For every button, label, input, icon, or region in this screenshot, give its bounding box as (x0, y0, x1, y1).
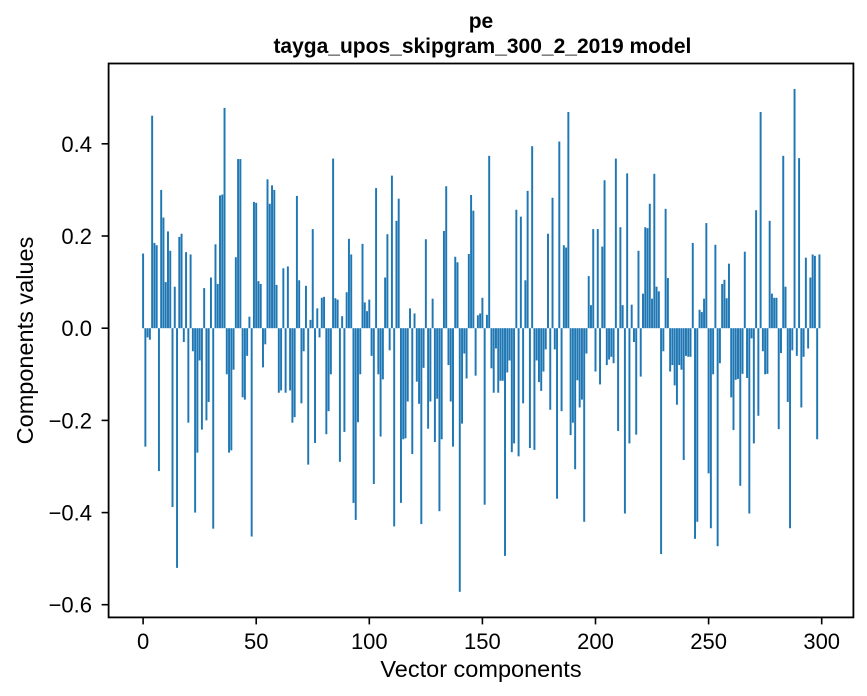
svg-text:−0.4: −0.4 (49, 501, 92, 526)
svg-text:−0.2: −0.2 (49, 408, 92, 433)
svg-text:tayga_upos_skipgram_300_2_2019: tayga_upos_skipgram_300_2_2019 model (273, 35, 691, 58)
svg-text:0.2: 0.2 (61, 224, 92, 249)
svg-text:0.4: 0.4 (61, 132, 92, 157)
svg-text:0: 0 (137, 629, 149, 654)
svg-text:50: 50 (244, 629, 268, 654)
svg-text:150: 150 (464, 629, 501, 654)
svg-text:Vector components: Vector components (380, 656, 581, 682)
svg-text:−0.6: −0.6 (49, 593, 92, 618)
svg-text:pe: pe (469, 10, 494, 33)
svg-text:Components values: Components values (12, 237, 38, 445)
svg-text:300: 300 (803, 629, 840, 654)
svg-text:100: 100 (351, 629, 388, 654)
svg-text:250: 250 (690, 629, 727, 654)
svg-text:0.0: 0.0 (61, 316, 92, 341)
svg-text:200: 200 (577, 629, 614, 654)
